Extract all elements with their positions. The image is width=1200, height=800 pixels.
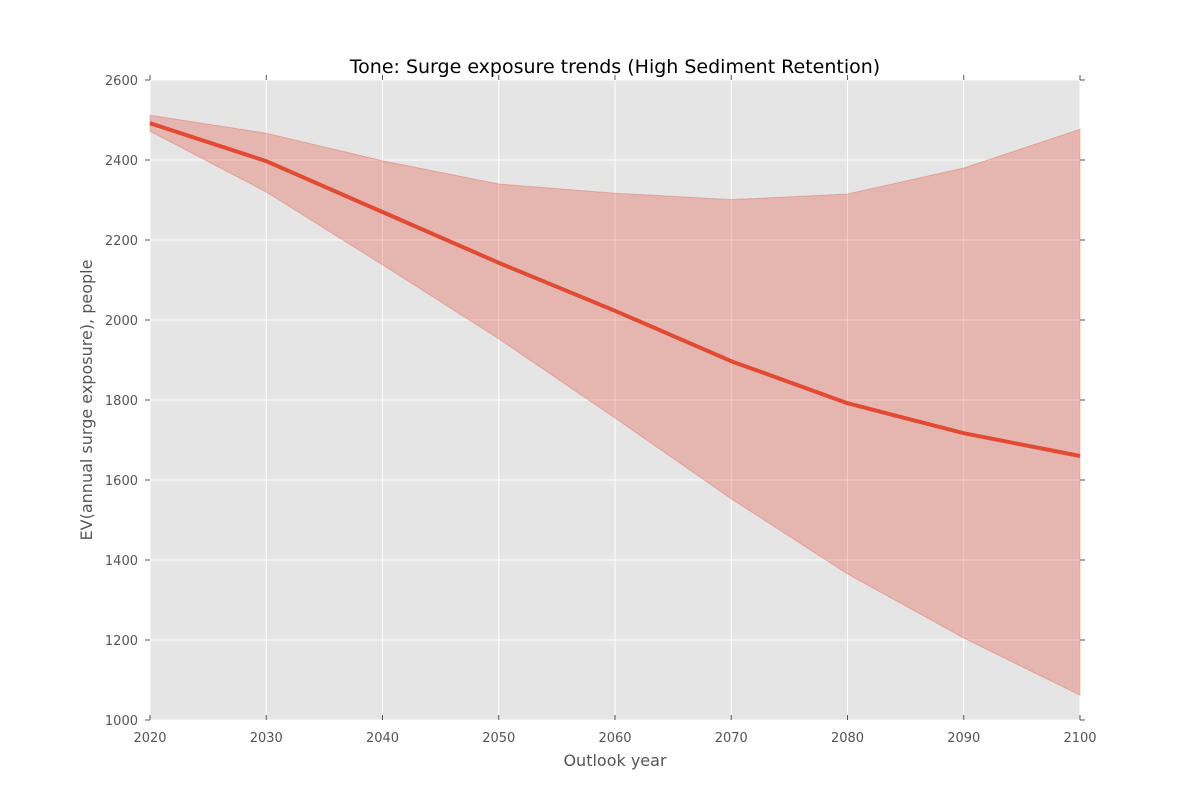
y-tick-label: 2600 [105, 74, 138, 89]
x-tick-label: 2100 [1063, 731, 1096, 746]
confidence-band [149, 114, 1081, 697]
x-tick-labels: 2020 2030 2040 2050 2060 2070 2080 2090 2100 [133, 731, 1096, 746]
y-tick-label: 1000 [105, 714, 138, 729]
x-tick-label: 2040 [366, 731, 399, 746]
axis-ticks [145, 75, 1085, 721]
x-tick-label: 2060 [598, 731, 631, 746]
x-tick-label: 2080 [831, 731, 864, 746]
y-tick-label: 2200 [105, 234, 138, 249]
chart-title: Tone: Surge exposure trends (High Sedime… [349, 56, 880, 78]
y-tick-label: 2000 [105, 314, 138, 329]
y-tick-label: 2400 [105, 154, 138, 169]
x-tick-label: 2020 [133, 731, 166, 746]
confidence-bands [149, 114, 1081, 697]
x-axis-label: Outlook year [563, 751, 667, 770]
y-axis-label: EV(annual surge exposure), people [77, 260, 96, 541]
x-tick-label: 2050 [482, 731, 515, 746]
x-tick-label: 2090 [947, 731, 980, 746]
series-lines [149, 121, 1081, 458]
y-tick-label: 1400 [105, 554, 138, 569]
series-line [149, 121, 1081, 458]
x-tick-label: 2030 [250, 731, 283, 746]
y-tick-labels: 1000 1200 1400 1600 1800 2000 2200 2400 2600 [105, 74, 138, 729]
y-tick-label: 1200 [105, 634, 138, 649]
y-tick-label: 1800 [105, 394, 138, 409]
x-tick-label: 2070 [715, 731, 748, 746]
y-tick-label: 1600 [105, 474, 138, 489]
